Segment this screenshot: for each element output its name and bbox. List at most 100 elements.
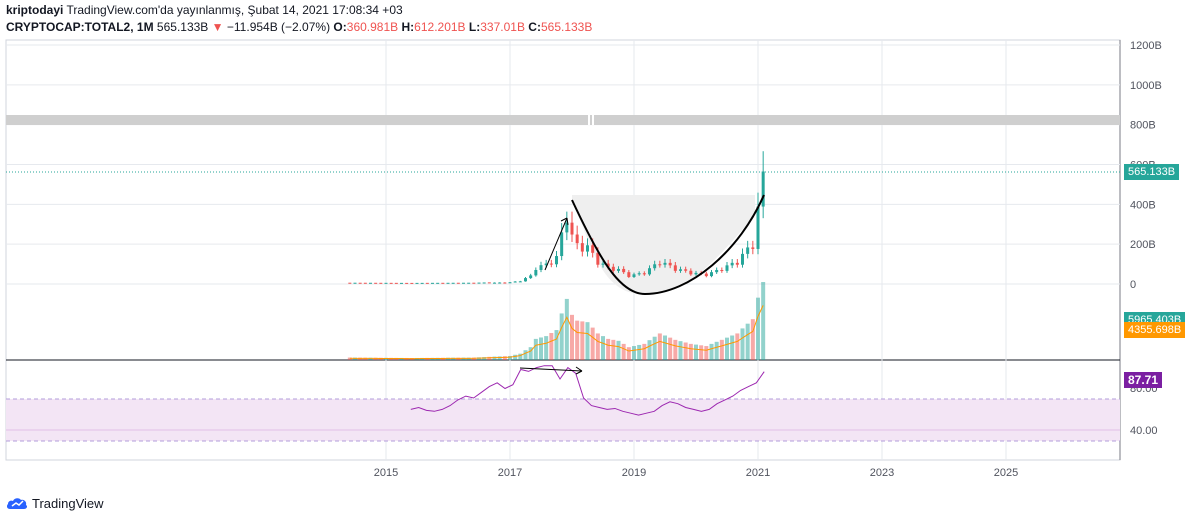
volume-bar xyxy=(621,343,626,360)
last-price: 565.133B xyxy=(156,20,209,34)
volume-bar xyxy=(668,337,673,360)
candle-body xyxy=(565,222,569,233)
volume-bar xyxy=(761,282,766,360)
volume-ma-line xyxy=(349,305,764,360)
candle-body xyxy=(544,263,548,266)
volume-bar xyxy=(492,356,497,360)
volume-bar xyxy=(601,336,605,360)
volume-bar xyxy=(575,320,580,360)
published-text: TradingView.com'da yayınlanmış, Şubat 14… xyxy=(66,3,403,17)
candle-body xyxy=(720,270,724,272)
volume-bar xyxy=(595,333,600,360)
candle-body xyxy=(632,274,636,277)
candle-body xyxy=(751,247,755,249)
candle-body xyxy=(606,263,610,267)
candle-body xyxy=(710,272,713,277)
open-value: 360.981B xyxy=(346,20,399,34)
time-tick-label: 2021 xyxy=(746,467,770,479)
candle-body xyxy=(503,282,507,284)
price-tick-label: 1000B xyxy=(1130,80,1162,92)
candle-body xyxy=(704,273,708,277)
candles xyxy=(348,151,765,284)
rsi-line xyxy=(410,365,765,416)
candle-body xyxy=(580,243,584,252)
candle-body xyxy=(637,273,641,275)
volume-bar xyxy=(694,344,698,360)
volume-bar xyxy=(564,298,569,360)
volume-bar xyxy=(719,339,724,360)
candle-body xyxy=(622,268,626,273)
volume-bar xyxy=(580,321,585,360)
candle-body xyxy=(617,268,620,271)
candle-body xyxy=(730,262,734,266)
candle-body xyxy=(648,268,651,275)
candle-body xyxy=(524,278,527,282)
price-change: −11.954B (−2.07%) xyxy=(226,20,331,34)
volume-bar xyxy=(735,333,740,360)
price-tick-label: 1200B xyxy=(1130,40,1162,52)
time-tick-label: 2017 xyxy=(498,467,522,479)
divergence-arrow xyxy=(519,367,583,372)
volume-bar xyxy=(673,339,678,360)
volume-bar xyxy=(657,333,662,360)
tradingview-logo[interactable]: TradingView xyxy=(6,495,104,511)
candle-body xyxy=(673,265,677,271)
volume-bar xyxy=(647,340,652,360)
time-tick-label: 2025 xyxy=(994,467,1018,479)
candle-body xyxy=(493,282,496,284)
volume-bar xyxy=(616,340,621,360)
volume-bar xyxy=(704,346,709,360)
volume-bar xyxy=(585,322,590,360)
brand-name: TradingView xyxy=(32,495,104,511)
high-value: 612.201B xyxy=(414,20,466,34)
author-name[interactable]: kriptodayi xyxy=(6,3,64,17)
time-tick-label: 2015 xyxy=(374,467,398,479)
ohlc-line: CRYPTOCAP:TOTAL2, 1M 565.133B ▼ −11.954B… xyxy=(6,20,592,34)
volume-bar xyxy=(549,333,554,360)
open-label: O: xyxy=(333,20,347,34)
high-label: H: xyxy=(401,20,415,34)
resistance-zone-marker xyxy=(592,115,594,125)
volume-bar xyxy=(606,338,611,360)
candle-body xyxy=(746,247,750,254)
price-tick-label: 800B xyxy=(1130,120,1156,132)
symbol-label[interactable]: CRYPTOCAP:TOTAL2, 1M xyxy=(6,20,154,34)
candle-body xyxy=(596,252,600,265)
volume-bar xyxy=(652,336,657,360)
volume-bar xyxy=(725,337,729,360)
candle-body xyxy=(518,281,522,283)
volume-bar xyxy=(497,356,502,360)
volume-bar xyxy=(523,350,528,360)
volume-bar xyxy=(730,335,735,360)
candle-body xyxy=(761,171,765,207)
close-label: C: xyxy=(528,20,541,34)
candle-body xyxy=(694,272,698,275)
time-axis[interactable]: 2015 2017 2019 2021 2023 2025 xyxy=(374,467,1018,479)
volume-bar xyxy=(487,356,492,360)
candle-body xyxy=(539,265,543,270)
candle-body xyxy=(642,273,646,275)
volume-bar xyxy=(756,297,760,360)
arrow-head-icon xyxy=(560,217,569,226)
volume-bar xyxy=(539,337,543,360)
candle-body xyxy=(653,264,657,269)
volume-ma-tag: 4355.698B xyxy=(1124,322,1186,338)
resistance-zone xyxy=(6,115,1120,125)
candle-body xyxy=(529,275,533,279)
candle-body xyxy=(715,270,719,273)
price-tick-label: 0 xyxy=(1130,279,1136,291)
volume-bar xyxy=(714,341,719,360)
close-value: 565.133B xyxy=(540,20,593,34)
volume-bar xyxy=(688,343,693,360)
candle-body xyxy=(601,263,605,265)
price-tick-label: 200B xyxy=(1130,239,1156,251)
volume-bar xyxy=(626,347,631,360)
candle-body xyxy=(555,256,558,265)
volume-bar xyxy=(502,356,507,360)
candle-body xyxy=(679,269,682,271)
rsi-value-tag: 87.71 xyxy=(1124,372,1163,388)
rsi-tick-40: 40.00 xyxy=(1130,425,1158,437)
publish-line: kriptodayi TradingView.com'da yayınlanmı… xyxy=(6,3,403,17)
candle-body xyxy=(658,264,662,266)
